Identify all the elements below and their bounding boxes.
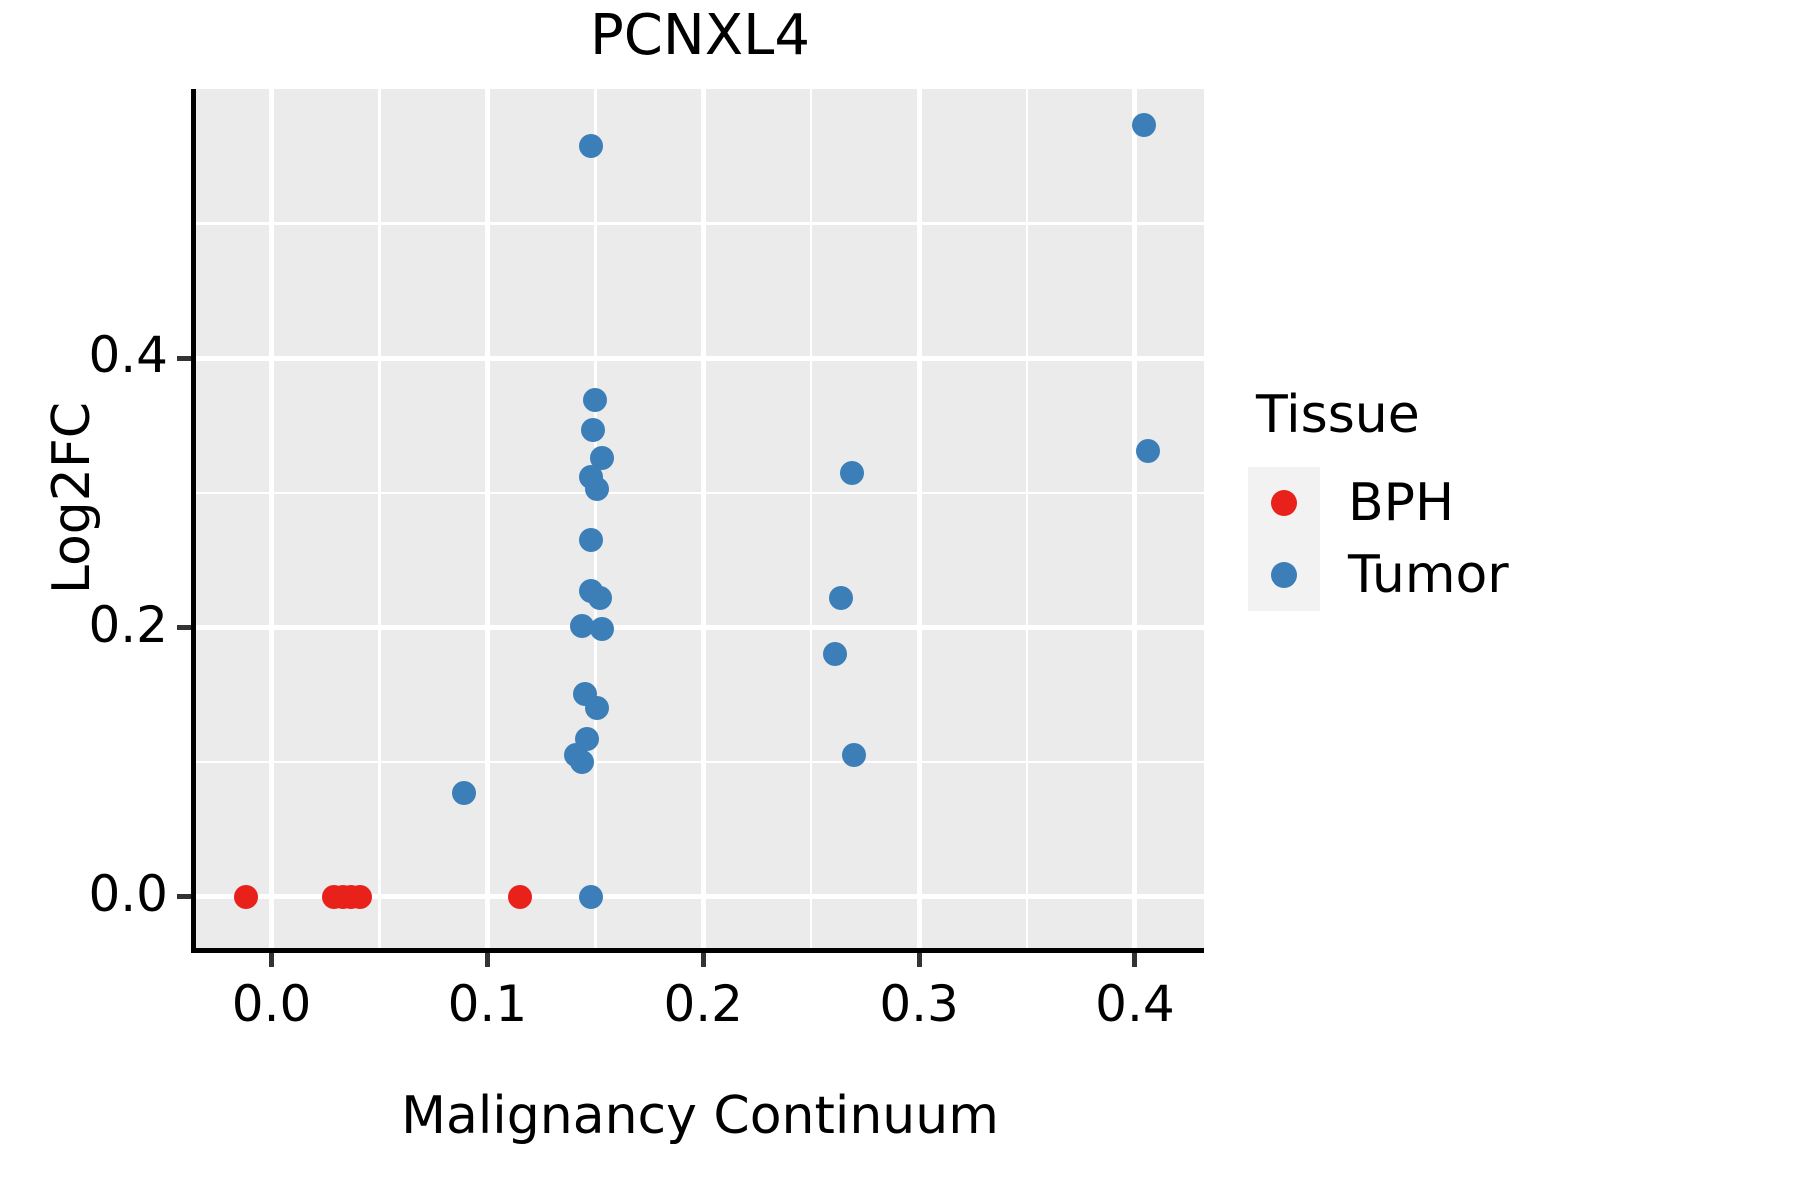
data-point-tumor (585, 696, 610, 721)
data-point-bph (507, 884, 532, 909)
data-point-tumor (570, 750, 595, 775)
x-axis-tick (916, 953, 922, 967)
legend-item-label: BPH (1348, 473, 1455, 533)
gridline-minor-vertical (594, 89, 597, 948)
gridline-major-vertical (484, 89, 490, 948)
gridline-major-vertical (1132, 89, 1138, 948)
data-point-tumor (578, 528, 603, 553)
x-axis-tick (700, 953, 706, 967)
data-point-tumor (842, 743, 867, 768)
legend: Tissue BPH Tumor (1248, 385, 1768, 611)
x-axis-tick-label: 0.0 (231, 975, 312, 1033)
legend-item-tumor[interactable]: Tumor (1248, 539, 1768, 611)
gridline-major-horizontal (196, 894, 1204, 900)
data-point-tumor (589, 616, 614, 641)
x-axis-tick-label: 0.4 (1095, 975, 1175, 1033)
y-axis-tick-label: 0.0 (88, 864, 168, 923)
data-point-tumor (829, 585, 854, 610)
x-axis-line (191, 948, 1204, 953)
gridline-minor-horizontal (196, 222, 1204, 225)
data-point-bph (348, 884, 373, 909)
legend-key-swatch (1248, 539, 1320, 611)
gridline-minor-horizontal (196, 760, 1204, 764)
gridline-major-horizontal (196, 625, 1204, 631)
y-axis-tick (177, 625, 191, 631)
data-point-tumor (581, 417, 606, 442)
y-axis-tick (177, 355, 191, 361)
data-point-bph (233, 884, 258, 909)
gridline-major-horizontal (196, 355, 1204, 361)
gridline-minor-vertical (809, 89, 813, 948)
y-axis-line (191, 89, 196, 948)
legend-item-label: Tumor (1348, 545, 1509, 605)
x-axis-tick (269, 953, 275, 967)
gridline-minor-vertical (1025, 89, 1029, 948)
gridline-major-vertical (269, 89, 275, 948)
data-point-tumor (451, 781, 476, 806)
data-point-tumor (583, 388, 608, 413)
page-title: PCNXL4 (590, 3, 810, 68)
data-point-tumor (578, 884, 603, 909)
legend-title: Tissue (1256, 385, 1420, 445)
legend-dot-icon (1271, 562, 1297, 588)
data-point-tumor (840, 460, 865, 485)
x-axis-tick (1132, 953, 1138, 967)
data-point-tumor (822, 642, 847, 667)
x-axis-tick-label: 0.2 (663, 975, 743, 1033)
gridline-major-vertical (916, 89, 922, 948)
legend-dot-icon (1271, 490, 1297, 516)
data-point-tumor (1135, 439, 1160, 464)
gridline-major-vertical (700, 89, 706, 948)
y-axis-tick-label: 0.2 (88, 595, 168, 654)
data-point-tumor (1131, 113, 1156, 138)
x-axis-tick-label: 0.3 (879, 975, 959, 1033)
legend-item-bph[interactable]: BPH (1248, 467, 1768, 539)
legend-entries: BPH Tumor (1248, 467, 1768, 611)
data-point-tumor (585, 476, 610, 501)
x-axis-title: Malignancy Continuum (401, 1086, 999, 1146)
data-point-tumor (578, 133, 603, 158)
data-point-tumor (587, 585, 612, 610)
gridline-minor-vertical (378, 89, 381, 948)
legend-key-swatch (1248, 467, 1320, 539)
y-axis-tick-label: 0.4 (88, 326, 168, 385)
gridline-minor-horizontal (196, 491, 1204, 495)
plot-panel (196, 89, 1204, 948)
y-axis-tick (177, 894, 191, 900)
x-axis-tick-label: 0.1 (447, 975, 528, 1033)
x-axis-tick (484, 953, 490, 967)
